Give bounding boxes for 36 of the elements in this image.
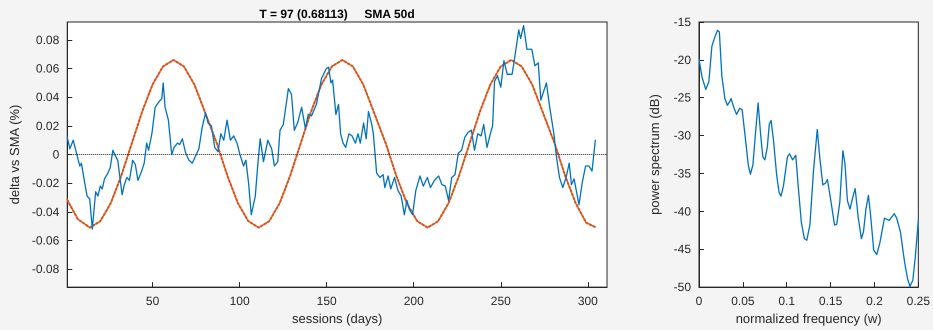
y-tick-label: -35 [674,166,692,180]
x-tick-label: 0.25 [906,294,930,308]
y-tick-label: 0.02 [36,118,60,133]
chart-title: T = 97 (0.68113) SMA 50d [259,7,415,21]
x-axis-title: normalized frequency (w) [736,311,882,326]
x-tick-label: 150 [316,294,338,308]
x-tick-label: 0.1 [778,294,796,308]
y-tick-label: -30 [674,128,692,143]
y-axis-title: power spectrum (dB) [647,94,662,215]
line-series [66,24,596,230]
x-tick-label: 300 [578,294,598,308]
x-tick-label: 0 [696,294,703,308]
y-tick-label: 0 [52,148,60,162]
x-tick-label: 0.2 [866,294,884,308]
y-tick-label: -25 [674,90,692,105]
x-tick-label: 100 [230,294,250,308]
y-tick-label: 0.06 [36,62,60,76]
y-tick-label: -45 [674,242,692,256]
y-tick-label: -15 [674,15,692,29]
y-tick-label: -0.02 [32,176,60,190]
x-tick-label: 200 [404,294,424,308]
y-tick-label: -20 [674,52,692,67]
x-tick-label: 0.05 [731,294,755,308]
y-tick-label: -50 [674,280,692,294]
x-tick-label: 50 [146,294,160,308]
y-axis-title: delta vs SMA (%) [7,104,22,204]
y-tick-label: -40 [674,204,692,218]
x-tick-label: 250 [490,294,512,308]
y-tick-label: -0.04 [32,204,60,219]
x-tick-label: 0.15 [818,294,843,308]
y-tick-label: -0.08 [32,262,60,276]
x-axis-title: sessions (days) [292,311,382,326]
y-tick-label: 0.08 [36,32,60,47]
y-tick-label: -0.06 [32,234,60,248]
y-tick-label: 0.04 [36,90,60,104]
line-series [66,58,596,229]
